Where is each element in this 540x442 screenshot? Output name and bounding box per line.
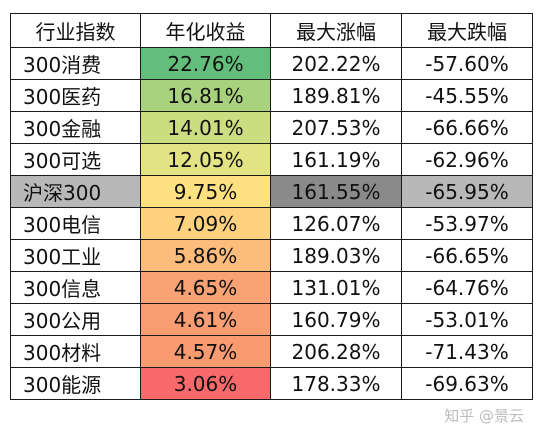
cell-max-drop: -53.97%	[401, 207, 533, 240]
cell-max-drop: -65.95%	[401, 175, 533, 208]
cell-max-gain: 202.22%	[270, 47, 402, 80]
cell-index-name: 300材料	[10, 335, 141, 368]
cell-max-drop: -57.60%	[401, 47, 533, 80]
index-return-table: 行业指数 年化收益 最大涨幅 最大跌幅 300消费 22.76% 202.22%…	[10, 13, 533, 400]
cell-index-name: 300信息	[10, 271, 141, 304]
cell-max-drop: -66.66%	[401, 111, 533, 144]
cell-max-gain: 189.03%	[270, 239, 402, 272]
header-annual-return: 年化收益	[140, 13, 271, 48]
cell-annual-return: 22.76%	[140, 47, 271, 80]
table-row: 300材料 4.57% 206.28% -71.43%	[10, 335, 533, 368]
index-return-table-container: 行业指数 年化收益 最大涨幅 最大跌幅 300消费 22.76% 202.22%…	[10, 13, 533, 400]
table-row: 300能源 3.06% 178.33% -69.63%	[10, 367, 533, 400]
cell-annual-return: 4.65%	[140, 271, 271, 304]
cell-index-name: 300消费	[10, 47, 141, 80]
cell-index-name: 300金融	[10, 111, 141, 144]
cell-max-gain: 161.55%	[270, 175, 402, 208]
cell-max-drop: -45.55%	[401, 79, 533, 112]
header-index-name: 行业指数	[10, 13, 141, 48]
table-body: 300消费 22.76% 202.22% -57.60% 300医药 16.81…	[10, 47, 533, 400]
table-row: 300医药 16.81% 189.81% -45.55%	[10, 79, 533, 112]
cell-index-name: 300公用	[10, 303, 141, 336]
cell-max-gain: 178.33%	[270, 367, 402, 400]
cell-annual-return: 3.06%	[140, 367, 271, 400]
table-row: 300工业 5.86% 189.03% -66.65%	[10, 239, 533, 272]
cell-max-drop: -66.65%	[401, 239, 533, 272]
table-row-highlight: 沪深300 9.75% 161.55% -65.95%	[10, 175, 533, 208]
cell-index-name: 沪深300	[10, 175, 141, 208]
cell-index-name: 300医药	[10, 79, 141, 112]
cell-annual-return: 5.86%	[140, 239, 271, 272]
table-header-row: 行业指数 年化收益 最大涨幅 最大跌幅	[10, 13, 533, 48]
cell-max-drop: -53.01%	[401, 303, 533, 336]
cell-index-name: 300能源	[10, 367, 141, 400]
cell-max-drop: -62.96%	[401, 143, 533, 176]
cell-max-gain: 161.19%	[270, 143, 402, 176]
cell-annual-return: 4.61%	[140, 303, 271, 336]
cell-index-name: 300可选	[10, 143, 141, 176]
cell-index-name: 300工业	[10, 239, 141, 272]
cell-annual-return: 9.75%	[140, 175, 271, 208]
table-row: 300可选 12.05% 161.19% -62.96%	[10, 143, 533, 176]
cell-annual-return: 16.81%	[140, 79, 271, 112]
cell-max-gain: 207.53%	[270, 111, 402, 144]
cell-annual-return: 12.05%	[140, 143, 271, 176]
cell-max-gain: 126.07%	[270, 207, 402, 240]
watermark-text: 知乎 @景云	[444, 407, 524, 425]
cell-max-drop: -69.63%	[401, 367, 533, 400]
cell-index-name: 300电信	[10, 207, 141, 240]
table-row: 300消费 22.76% 202.22% -57.60%	[10, 47, 533, 80]
cell-annual-return: 4.57%	[140, 335, 271, 368]
table-row: 300信息 4.65% 131.01% -64.76%	[10, 271, 533, 304]
header-max-gain: 最大涨幅	[270, 13, 402, 48]
cell-max-gain: 206.28%	[270, 335, 402, 368]
cell-max-gain: 131.01%	[270, 271, 402, 304]
table-row: 300公用 4.61% 160.79% -53.01%	[10, 303, 533, 336]
cell-annual-return: 7.09%	[140, 207, 271, 240]
header-max-drop: 最大跌幅	[401, 13, 533, 48]
table-row: 300电信 7.09% 126.07% -53.97%	[10, 207, 533, 240]
cell-max-drop: -64.76%	[401, 271, 533, 304]
table-row: 300金融 14.01% 207.53% -66.66%	[10, 111, 533, 144]
cell-annual-return: 14.01%	[140, 111, 271, 144]
cell-max-drop: -71.43%	[401, 335, 533, 368]
cell-max-gain: 189.81%	[270, 79, 402, 112]
cell-max-gain: 160.79%	[270, 303, 402, 336]
